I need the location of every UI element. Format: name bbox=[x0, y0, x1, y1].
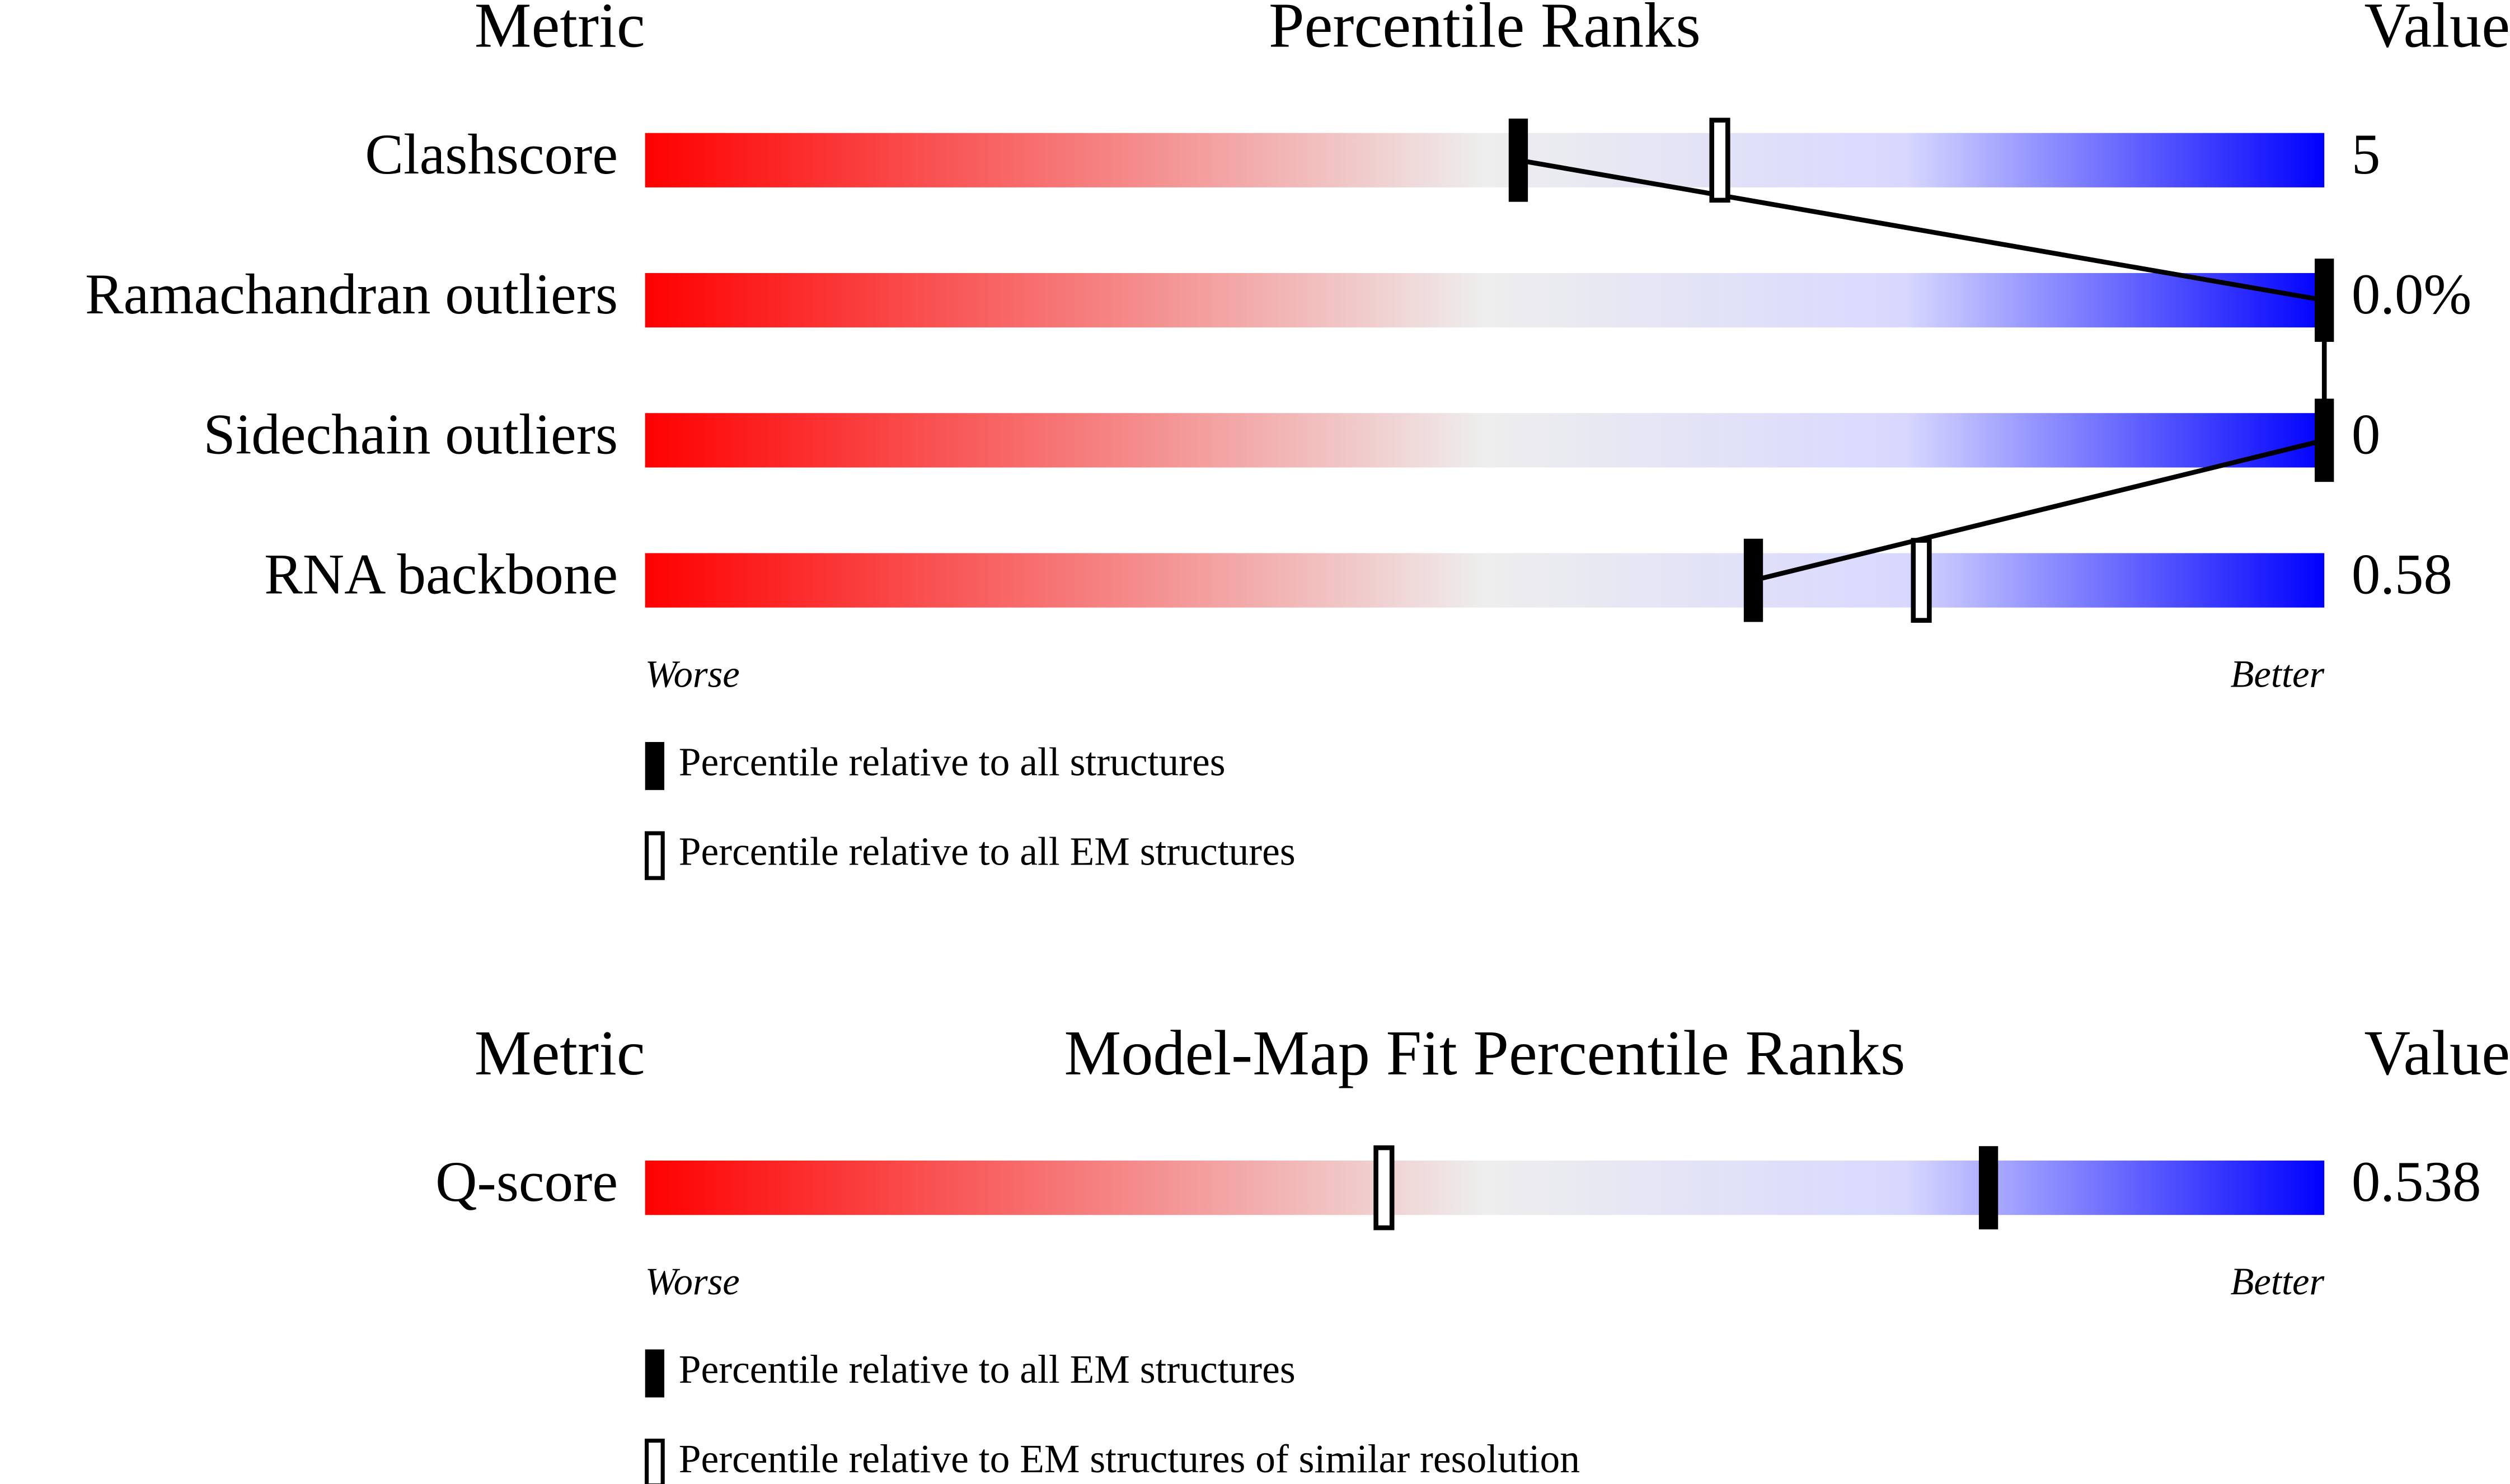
marker-filled bbox=[2315, 259, 2334, 342]
legend-swatch bbox=[645, 1349, 665, 1398]
header-value: Value bbox=[2364, 0, 2510, 61]
axis-low: Worse bbox=[645, 652, 740, 695]
marker-filled bbox=[1508, 118, 1528, 202]
marker-filled bbox=[1978, 1146, 1998, 1229]
percentile-bar bbox=[645, 553, 2325, 608]
metric-label: Clashscore bbox=[365, 123, 618, 186]
axis-high: Better bbox=[2231, 1260, 2325, 1303]
metric-value: 0.538 bbox=[2352, 1150, 2481, 1214]
marker-filled bbox=[2315, 398, 2334, 482]
metric-label: Q-score bbox=[435, 1150, 618, 1214]
connector-line bbox=[1518, 158, 2327, 583]
marker-open bbox=[1373, 1145, 1395, 1231]
header-metric: Metric bbox=[475, 1017, 645, 1088]
marker-open bbox=[1709, 118, 1730, 203]
percentile-bar bbox=[645, 133, 2325, 187]
axis-high: Better bbox=[2231, 652, 2325, 695]
metric-label: RNA backbone bbox=[264, 543, 618, 607]
marker-filled bbox=[1743, 538, 1763, 622]
legend-label: Percentile relative to all EM structures bbox=[679, 829, 1296, 874]
legend-label: Percentile relative to EM structures of … bbox=[679, 1437, 1580, 1481]
metric-value: 0.58 bbox=[2352, 543, 2452, 607]
metric-label: Ramachandran outliers bbox=[85, 262, 618, 326]
metric-label: Sidechain outliers bbox=[203, 402, 618, 466]
legend-swatch bbox=[644, 831, 665, 880]
header-title: Model-Map Fit Percentile Ranks bbox=[1064, 1017, 1905, 1088]
marker-open bbox=[1911, 538, 1932, 623]
legend-label: Percentile relative to all EM structures bbox=[679, 1347, 1296, 1392]
metric-value: 0.0% bbox=[2352, 262, 2472, 326]
metric-value: 0 bbox=[2352, 402, 2380, 466]
metric-value: 5 bbox=[2352, 123, 2380, 186]
legend-label: Percentile relative to all structures bbox=[679, 740, 1226, 784]
header-value: Value bbox=[2364, 1017, 2510, 1088]
header-metric: Metric bbox=[475, 0, 645, 61]
legend-swatch bbox=[644, 1438, 665, 1484]
legend-swatch bbox=[645, 742, 665, 790]
percentile-bar bbox=[645, 413, 2325, 468]
percentile-bar bbox=[645, 1160, 2325, 1215]
header-title: Percentile Ranks bbox=[1269, 0, 1701, 61]
percentile-bar bbox=[645, 273, 2325, 328]
axis-low: Worse bbox=[645, 1260, 740, 1303]
